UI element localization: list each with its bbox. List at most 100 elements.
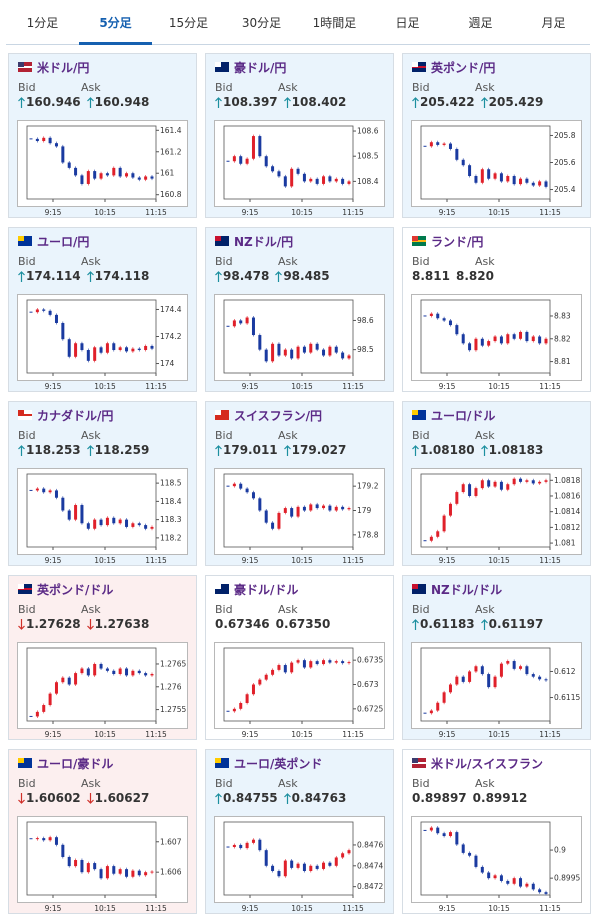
y-tick-label: 0.6735 bbox=[357, 656, 383, 665]
candle bbox=[239, 483, 243, 489]
rate-card[interactable]: NZドル/円 Bid Ask 98.478 98.485 98.6 98.5 9:15 10:1… bbox=[205, 227, 394, 392]
y-tick-label: 178.8 bbox=[357, 530, 379, 539]
chart-frame bbox=[17, 120, 188, 207]
flag-mark bbox=[18, 62, 24, 67]
tab[interactable]: 日足 bbox=[395, 16, 420, 30]
ask-value: 98.485 bbox=[283, 269, 330, 283]
x-tick-label: 11:15 bbox=[145, 730, 167, 739]
ask-value: 179.027 bbox=[291, 443, 347, 457]
bid-quote: 1.27628 bbox=[18, 617, 81, 631]
ask-label: Ask bbox=[278, 777, 298, 790]
rate-card[interactable]: ユーロ/豪ドル Bid Ask 1.60602 1.60627 1.607 1.606 9:1… bbox=[8, 749, 197, 914]
candle bbox=[290, 508, 294, 517]
tab[interactable]: 5分足 bbox=[79, 0, 152, 45]
candle bbox=[302, 346, 306, 353]
candle bbox=[519, 878, 523, 887]
candle bbox=[309, 178, 313, 182]
quote-row: 160.946 160.948 bbox=[18, 95, 149, 109]
candle bbox=[258, 839, 262, 851]
candle bbox=[328, 346, 332, 356]
candle bbox=[448, 684, 452, 693]
pair-name: 英ポンド/ドル bbox=[37, 583, 114, 597]
mini-chart: 161.4 161.2 161 160.8 9:15 10:15 11:15 bbox=[17, 120, 188, 217]
rate-card[interactable]: ユーロ/ドル Bid Ask 1.08180 1.08183 1.0818 1.0816 1.… bbox=[402, 401, 591, 566]
y-tick-label: 1.2765 bbox=[160, 659, 186, 668]
tab[interactable]: 週足 bbox=[468, 16, 493, 30]
y-tick-label: 108.4 bbox=[357, 177, 379, 186]
candle bbox=[144, 176, 148, 180]
rate-card[interactable]: カナダドル/円 Bid Ask 118.253 118.259 118.5 118.4 118… bbox=[8, 401, 197, 566]
candle bbox=[61, 677, 65, 683]
change-arrow bbox=[18, 444, 25, 456]
candle bbox=[493, 481, 497, 487]
bid-label: Bid bbox=[412, 255, 430, 268]
candle bbox=[461, 334, 465, 344]
rate-card[interactable]: ユーロ/英ポンド Bid Ask 0.84755 0.84763 0.8476 0.8474… bbox=[205, 749, 394, 914]
ask-quote: 205.429 bbox=[480, 95, 543, 109]
candle bbox=[448, 143, 452, 149]
pair-name: カナダドル/円 bbox=[37, 409, 114, 423]
candle bbox=[61, 322, 65, 340]
candle bbox=[74, 505, 78, 520]
candle bbox=[264, 156, 268, 167]
rate-card[interactable]: 米ドル/スイスフラン Bid Ask 0.89897 0.89912 0.9 0.8995 9… bbox=[402, 749, 591, 914]
y-tick-label: 0.612 bbox=[554, 667, 576, 676]
tab[interactable]: 月足 bbox=[541, 16, 566, 30]
tab[interactable]: 1分足 bbox=[26, 16, 59, 30]
rate-card[interactable]: 英ポンド/円 Bid Ask 205.422 205.429 205.8 205.6 205.… bbox=[402, 53, 591, 218]
candle bbox=[251, 492, 255, 499]
candle bbox=[461, 844, 465, 853]
rate-card[interactable]: ランド/円 Bid Ask 8.811 8.820 8.83 8.82 8.81 9:15 10:… bbox=[402, 227, 591, 392]
arrow-shape bbox=[412, 618, 419, 630]
flag-icon bbox=[215, 758, 229, 768]
bid-quote: 174.114 bbox=[18, 269, 81, 283]
candle bbox=[105, 866, 109, 879]
bid-value: 179.011 bbox=[223, 443, 278, 457]
ask-quote: 1.08183 bbox=[480, 443, 543, 457]
candle bbox=[328, 176, 332, 182]
rate-card[interactable]: ユーロ/円 Bid Ask 174.114 174.118 174.4 174.2 174 9:… bbox=[8, 227, 197, 392]
flag-band bbox=[18, 66, 32, 68]
candle bbox=[137, 177, 141, 180]
rate-card[interactable]: 米ドル/円 Bid Ask 160.946 160.948 161.4 161.2 161 16… bbox=[8, 53, 197, 218]
flag-mark bbox=[412, 236, 418, 241]
rate-card[interactable]: スイスフラン/円 Bid Ask 179.011 179.027 179.2 179 178.… bbox=[205, 401, 394, 566]
rate-card[interactable]: 豪ドル/ドル Bid Ask 0.67346 0.67350 0.6735 0.673 0.6… bbox=[205, 575, 394, 740]
rate-card[interactable]: 英ポンド/ドル Bid Ask 1.27628 1.27638 1.2765 1.276 1.… bbox=[8, 575, 197, 740]
tab[interactable]: 1時間足 bbox=[312, 16, 357, 30]
candle bbox=[105, 517, 109, 526]
change-arrow bbox=[480, 618, 488, 630]
candle bbox=[131, 523, 135, 527]
y-tick-label: 0.8474 bbox=[357, 861, 383, 870]
tab[interactable]: 15分足 bbox=[168, 16, 209, 30]
flag-band bbox=[18, 588, 32, 590]
tab[interactable]: 30分足 bbox=[241, 16, 282, 30]
x-tick-label: 11:15 bbox=[342, 208, 364, 217]
candle bbox=[423, 145, 427, 147]
candle bbox=[448, 503, 452, 516]
x-tick-label: 11:15 bbox=[539, 730, 561, 739]
plot-frame bbox=[223, 299, 354, 374]
y-tick-label: 174.2 bbox=[160, 332, 182, 341]
flag-mark bbox=[215, 236, 221, 241]
candle bbox=[436, 313, 440, 319]
candle bbox=[442, 318, 446, 321]
candle bbox=[80, 505, 84, 524]
candle bbox=[29, 489, 33, 491]
ask-value: 8.820 bbox=[455, 269, 494, 283]
rate-card[interactable]: NZドル/ドル Bid Ask 0.61183 0.61197 0.612 0.6115 9:… bbox=[402, 575, 591, 740]
candle bbox=[131, 173, 135, 178]
y-tick-label: 0.8472 bbox=[357, 882, 383, 891]
rate-card[interactable]: 豪ドル/円 Bid Ask 108.397 108.402 108.6 108.5 108.4… bbox=[205, 53, 394, 218]
candle bbox=[232, 483, 236, 487]
bid-value: 0.84755 bbox=[223, 791, 278, 805]
candle bbox=[125, 173, 129, 177]
candle bbox=[302, 506, 306, 511]
mini-chart: 179.2 179 178.8 9:15 10:15 11:15 bbox=[214, 468, 385, 565]
bid-value: 118.253 bbox=[26, 443, 81, 457]
ask-label: Ask bbox=[475, 429, 495, 442]
change-arrow bbox=[18, 96, 25, 108]
candle bbox=[474, 855, 478, 867]
x-tick-label: 10:15 bbox=[488, 208, 510, 217]
candle bbox=[499, 173, 503, 182]
